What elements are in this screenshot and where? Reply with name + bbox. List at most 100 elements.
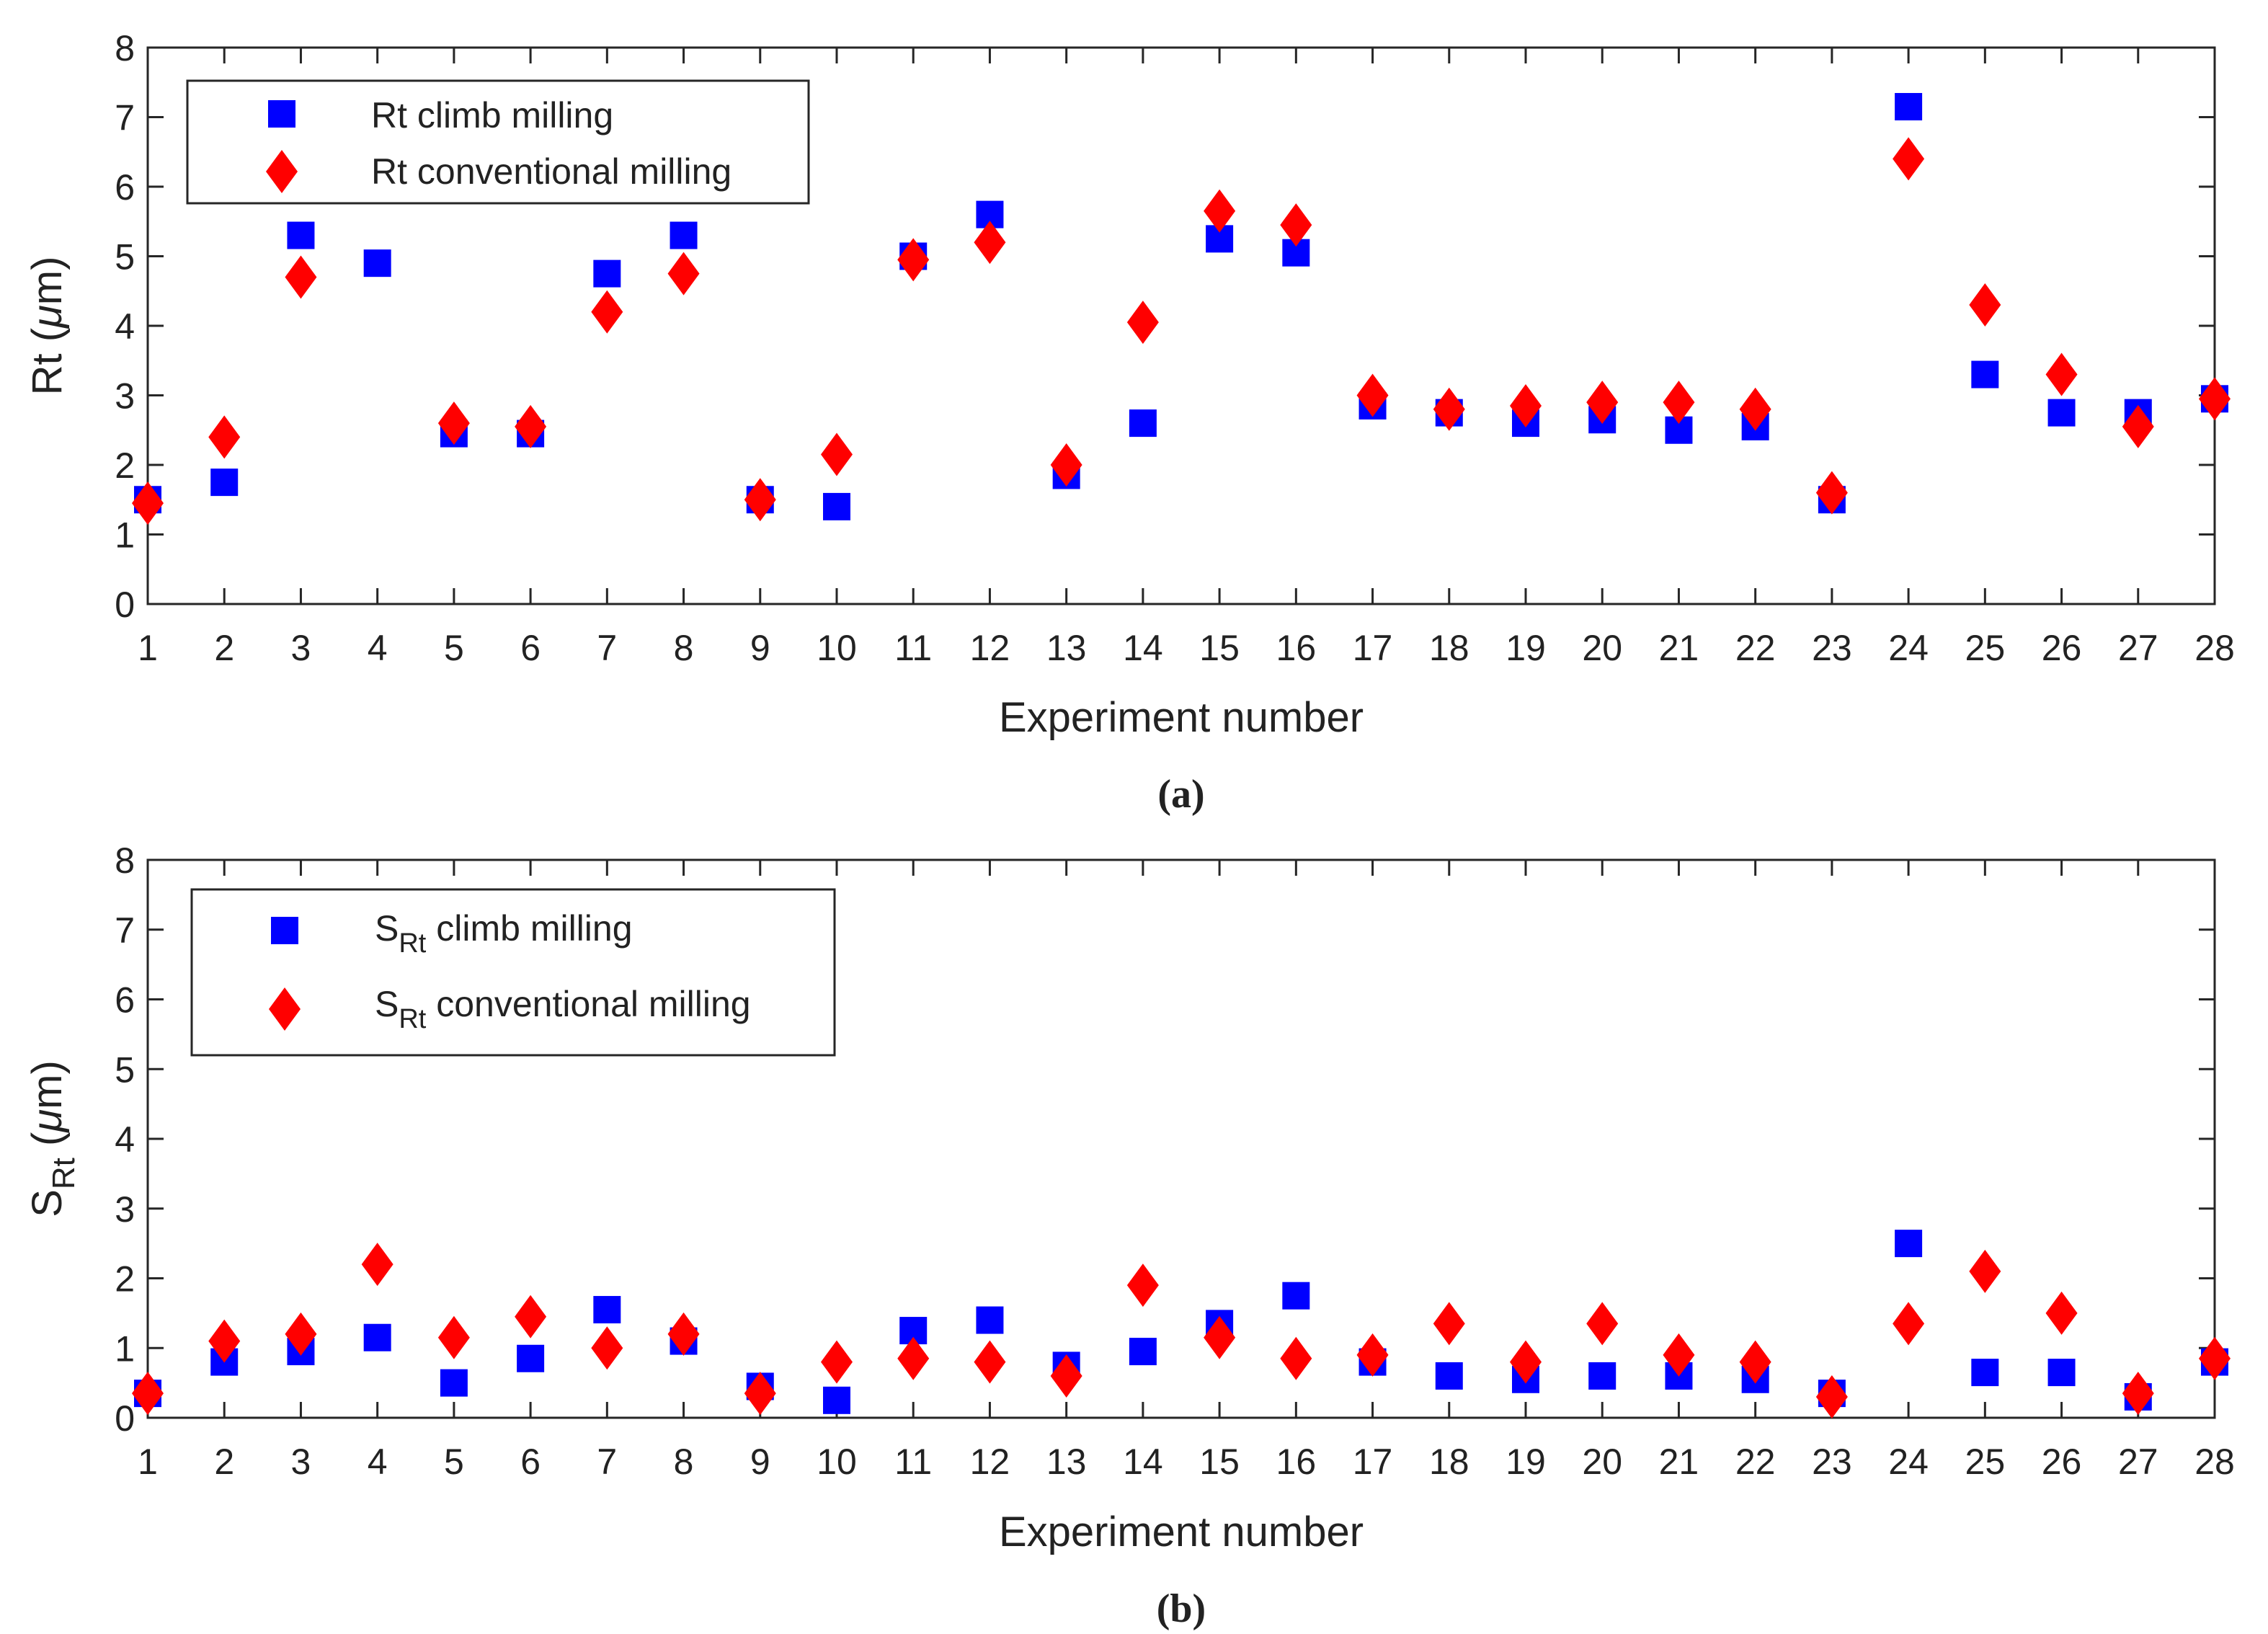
point-conventional: [1204, 189, 1236, 233]
legend-marker-diamond-a: [266, 150, 298, 193]
y-tick-label: 7: [115, 910, 135, 951]
y-tick-label: 0: [115, 1398, 135, 1439]
x-tick-label: 10: [817, 628, 857, 668]
axes-ticks-a: [146, 46, 2216, 605]
point-conventional: [2199, 1336, 2231, 1380]
x-tick-label: 9: [750, 1442, 770, 1482]
point-conventional: [1126, 1264, 1159, 1307]
point-climb: [1282, 1282, 1310, 1310]
point-climb: [823, 492, 850, 520]
x-tick-label: 4: [368, 628, 388, 668]
point-conventional: [821, 1340, 853, 1384]
point-climb: [1129, 409, 1157, 438]
point-conventional: [591, 1326, 623, 1370]
legend-marker-diamond-b: [269, 987, 301, 1031]
point-conventional: [1586, 381, 1619, 425]
point-conventional: [897, 1336, 930, 1380]
x-tick-label: 11: [894, 628, 932, 668]
x-tick-label: 28: [2194, 628, 2235, 668]
x-tick-label: 6: [520, 1442, 541, 1482]
x-tick-label: 13: [1046, 628, 1087, 668]
y-tick-label: 0: [115, 585, 135, 625]
point-climb: [1971, 360, 1999, 388]
point-conventional: [208, 415, 241, 459]
point-conventional: [1356, 1333, 1389, 1377]
point-conventional: [1739, 1340, 1771, 1384]
x-tick-label: 14: [1123, 628, 1163, 668]
point-conventional: [285, 1312, 317, 1356]
x-tick-label: 24: [1888, 1442, 1929, 1482]
x-tick-label: 28: [2194, 1442, 2235, 1482]
points-b: [132, 1230, 2231, 1418]
y-tick-labels-b: 0 1 2 3 4 5 6 7 8: [115, 840, 135, 1439]
x-tick-label: 3: [291, 628, 311, 668]
point-climb: [670, 221, 698, 249]
point-conventional: [1969, 1249, 2001, 1293]
point-conventional: [1739, 387, 1771, 431]
x-tick-label: 21: [1659, 628, 1699, 668]
point-climb: [593, 1296, 621, 1324]
legend-label-climb-a: Rt climb milling: [371, 95, 613, 136]
point-conventional: [1969, 283, 2001, 327]
point-conventional: [1586, 1302, 1619, 1346]
x-tick-label: 1: [138, 628, 158, 668]
point-climb: [1435, 1362, 1463, 1390]
legend-box-b: [190, 888, 836, 1057]
y-tick-label: 5: [115, 237, 135, 277]
x-tick-label: 4: [368, 1442, 388, 1482]
point-conventional: [437, 1315, 470, 1359]
point-climb: [517, 1344, 545, 1372]
panel-label-a: (a): [1157, 772, 1204, 817]
x-tick-label: 2: [214, 628, 234, 668]
point-conventional: [821, 432, 853, 476]
y-tick-label: 5: [115, 1049, 135, 1090]
point-conventional: [361, 1243, 393, 1287]
x-tick-labels-b: 1 2 3 4 5 6 7 8 9 10 11 12 13 14 15 16 17 18 19 20 21 22 23 24 2…: [138, 1442, 2235, 1482]
legend-marker-square-b: [271, 917, 298, 944]
point-climb: [2047, 399, 2076, 427]
x-tick-label: 26: [2042, 1442, 2082, 1482]
x-tick-label: 7: [597, 1442, 617, 1482]
point-conventional: [1663, 1333, 1695, 1377]
y-tick-label: 6: [115, 980, 135, 1021]
x-tick-label: 17: [1353, 1442, 1393, 1482]
y-tick-label: 2: [115, 445, 135, 486]
point-conventional: [132, 481, 164, 525]
x-tick-label: 15: [1199, 1442, 1240, 1482]
x-tick-label: 8: [674, 628, 694, 668]
legend-b: SRt climb milling SRt conventional milli…: [190, 888, 836, 1057]
legend-a: Rt climb milling Rt conventional milling: [186, 79, 810, 205]
y-tick-label: 8: [115, 840, 135, 881]
x-tick-label: 1: [138, 1442, 158, 1482]
x-axis-title-b: Experiment number: [999, 1509, 1364, 1555]
x-tick-label: 13: [1046, 1442, 1087, 1482]
point-conventional: [1356, 373, 1389, 417]
point-conventional: [744, 1372, 776, 1416]
legend-label-conventional-a: Rt conventional milling: [371, 151, 731, 192]
y-tick-label: 1: [115, 515, 135, 556]
point-climb: [823, 1386, 850, 1414]
y-tick-label: 3: [115, 1189, 135, 1230]
point-climb: [363, 1323, 391, 1351]
point-conventional: [515, 404, 547, 448]
points-a: [132, 93, 2231, 525]
x-tick-label: 11: [894, 1442, 932, 1482]
point-conventional: [285, 255, 317, 299]
point-conventional: [974, 1340, 1006, 1384]
point-conventional: [2045, 352, 2078, 396]
x-tick-label: 26: [2042, 628, 2082, 668]
x-tick-label: 8: [674, 1442, 694, 1482]
point-climb: [1971, 1359, 1999, 1387]
legend-label-climb-b: SRt climb milling: [375, 908, 633, 959]
point-climb: [593, 259, 621, 288]
x-tick-labels-a: 1 2 3 4 5 6 7 8 9 10 11 12 13 14 15 16 17 18 19 20 21 22 23 24 2…: [138, 628, 2235, 668]
panel-label-b: (b): [1157, 1586, 1206, 1631]
x-tick-label: 25: [1965, 1442, 2006, 1482]
x-tick-label: 27: [2118, 628, 2158, 668]
point-conventional: [744, 478, 776, 522]
y-tick-label: 2: [115, 1259, 135, 1300]
